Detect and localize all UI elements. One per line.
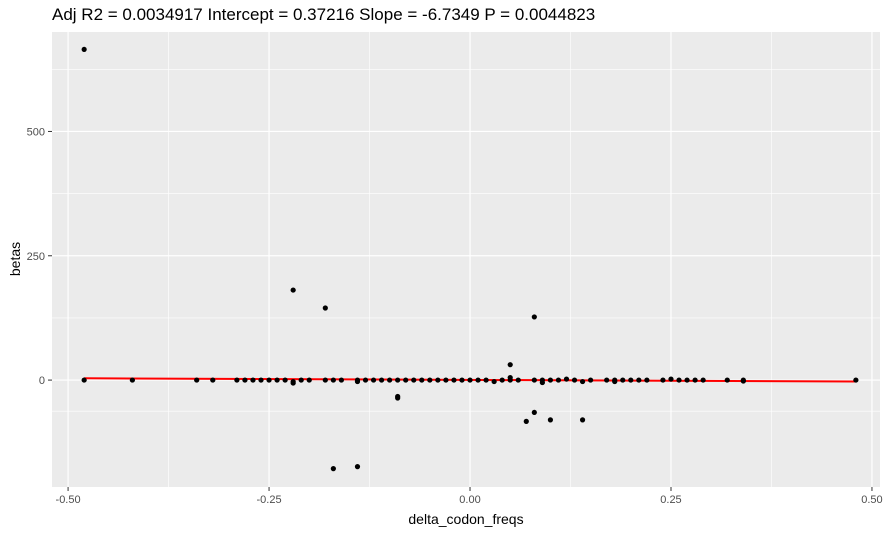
- chart-title: Adj R2 = 0.0034917 Intercept = 0.37216 S…: [52, 5, 596, 24]
- data-point: [210, 377, 216, 383]
- data-point: [620, 377, 626, 383]
- data-point: [499, 377, 505, 383]
- data-point: [515, 377, 521, 383]
- data-point: [692, 377, 698, 383]
- data-point: [724, 377, 730, 383]
- data-point: [531, 409, 537, 416]
- data-point: [362, 377, 369, 383]
- data-point: [628, 377, 634, 383]
- data-point: [435, 377, 441, 383]
- data-point: [684, 377, 690, 383]
- grid-major: [52, 32, 880, 487]
- points-layer: [81, 46, 859, 472]
- data-point: [660, 377, 666, 383]
- data-point: [81, 46, 87, 53]
- data-point: [427, 377, 433, 383]
- data-point: [853, 377, 859, 383]
- y-tick-label: 250: [27, 251, 45, 263]
- x-tick-label: 0.25: [660, 494, 681, 506]
- tick-labels: -0.50 -0.25 0.00 0.25 0.50 0 250 500: [27, 126, 883, 506]
- data-point: [282, 377, 288, 383]
- data-point: [547, 417, 554, 423]
- x-tick-label: -0.25: [257, 494, 282, 506]
- data-point: [290, 287, 296, 293]
- data-point: [298, 377, 304, 383]
- data-point: [322, 377, 328, 383]
- data-point: [571, 377, 578, 383]
- data-point: [539, 377, 545, 383]
- x-tick-label: 0.50: [861, 494, 882, 506]
- data-point: [483, 377, 489, 383]
- data-point: [644, 377, 650, 383]
- data-point: [370, 377, 377, 383]
- data-point: [579, 378, 586, 385]
- data-point: [354, 464, 361, 470]
- data-point: [290, 380, 296, 386]
- data-point: [403, 377, 409, 383]
- data-point: [491, 378, 497, 385]
- data-point: [258, 377, 264, 383]
- x-axis-label: delta_codon_freqs: [408, 511, 523, 527]
- data-point: [451, 377, 457, 383]
- data-point: [740, 378, 746, 384]
- data-point: [604, 377, 610, 383]
- data-point: [395, 395, 401, 401]
- data-point: [467, 377, 473, 383]
- data-point: [81, 377, 87, 383]
- data-point: [588, 377, 594, 383]
- data-point: [507, 362, 513, 368]
- data-point: [547, 377, 554, 383]
- data-point: [443, 377, 449, 383]
- data-point: [242, 377, 248, 383]
- panel-background: [52, 32, 880, 487]
- y-tick-label: 500: [27, 126, 45, 138]
- data-point: [322, 305, 328, 311]
- data-point: [523, 418, 529, 424]
- y-axis-label: betas: [7, 242, 23, 276]
- data-point: [234, 377, 240, 383]
- data-point: [700, 377, 706, 383]
- data-point: [274, 377, 280, 383]
- data-point: [194, 377, 200, 383]
- data-point: [419, 377, 425, 383]
- data-point: [531, 314, 537, 320]
- grid-minor: [52, 32, 880, 487]
- data-point: [330, 377, 336, 383]
- data-point: [266, 377, 272, 383]
- data-point: [507, 377, 513, 383]
- data-point: [563, 376, 570, 382]
- y-tick-label: 0: [39, 375, 45, 387]
- data-point: [636, 377, 642, 383]
- data-point: [330, 466, 336, 472]
- data-point: [668, 376, 674, 382]
- axis-ticks: [48, 130, 873, 491]
- data-point: [531, 377, 537, 383]
- data-point: [676, 377, 682, 383]
- data-point: [612, 378, 618, 385]
- data-point: [250, 377, 256, 383]
- data-point: [475, 377, 481, 383]
- data-point: [459, 377, 465, 383]
- data-point: [395, 377, 401, 383]
- data-point: [306, 377, 312, 383]
- data-point: [129, 377, 135, 383]
- data-point: [387, 377, 393, 383]
- x-tick-label: -0.50: [56, 494, 81, 506]
- data-point: [579, 417, 586, 423]
- data-point: [354, 378, 361, 385]
- x-tick-label: 0.00: [459, 494, 480, 506]
- data-point: [555, 377, 562, 383]
- data-point: [338, 377, 344, 383]
- data-point: [378, 377, 385, 383]
- data-point: [411, 377, 417, 383]
